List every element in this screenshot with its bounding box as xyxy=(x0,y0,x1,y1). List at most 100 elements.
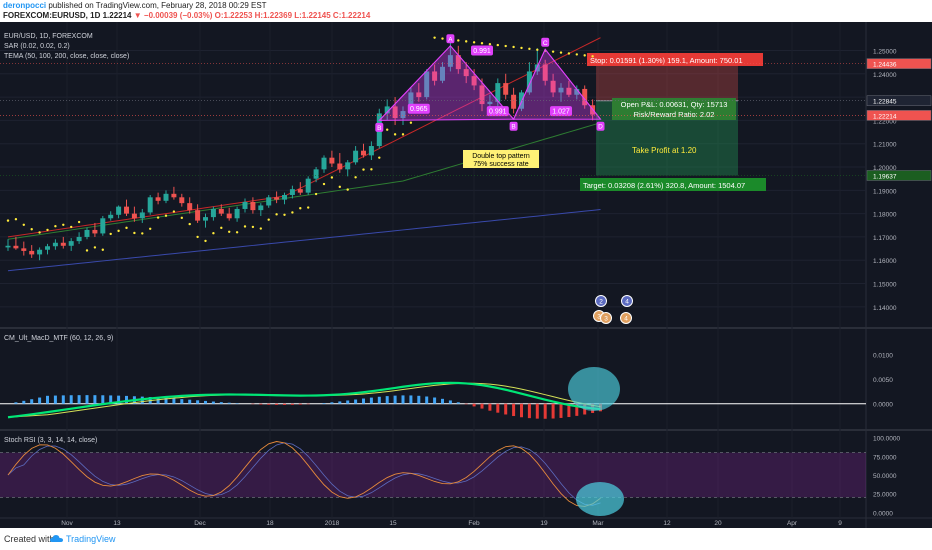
chart-background xyxy=(0,22,932,528)
macd-histogram-bar xyxy=(567,403,571,418)
pattern-point-box xyxy=(541,37,550,47)
sar-dot xyxy=(251,225,255,229)
candle-body xyxy=(29,250,35,255)
tema-legend: TEMA (50, 100, 200, close, close, close) xyxy=(4,53,129,60)
candle-body xyxy=(37,249,43,255)
sar-dot xyxy=(465,40,468,43)
macd-histogram-bar xyxy=(283,403,286,405)
footer: Created with TradingView xyxy=(0,528,932,550)
pattern-point-box xyxy=(375,122,384,132)
sar-dot xyxy=(504,44,507,48)
candle-body xyxy=(432,71,438,81)
macd-histogram-bar xyxy=(527,403,531,419)
event-badges[interactable]: 2 4 3 3 4 xyxy=(593,295,633,324)
pattern-ratio-label: 0.965 xyxy=(410,106,428,113)
macd-histogram-bar xyxy=(85,395,89,404)
candle-body xyxy=(210,208,216,218)
candle-body xyxy=(155,197,161,201)
price-tick-label: 1.24000 xyxy=(873,72,897,79)
candle-body xyxy=(234,208,240,219)
sar-dot xyxy=(536,48,539,51)
candle-body xyxy=(313,169,319,179)
pattern-outline xyxy=(378,45,601,121)
stoch-tick-label: 100.0000 xyxy=(873,436,900,443)
price-tick-label: 1.19000 xyxy=(873,188,897,195)
macd-histogram-bar xyxy=(14,402,18,404)
candle-body xyxy=(179,197,185,204)
chart-canvas[interactable]: Stop: 0.01591 (1.30%) 159.1, Amount: 750… xyxy=(0,22,932,528)
sar-dot xyxy=(291,211,294,214)
pnl-label-box xyxy=(612,98,736,120)
sar-dot xyxy=(409,121,413,124)
harmonic-pattern[interactable]: B A B C D 0.991 0.965 0.991 1.027 Double top patt… xyxy=(375,34,605,168)
target-label-box xyxy=(580,178,766,191)
candle-body xyxy=(471,76,477,86)
macd-histogram-bar xyxy=(22,400,26,404)
macd-histogram-bar xyxy=(204,400,207,404)
sar-legend: SAR (0.02, 0.02, 0.2) xyxy=(4,43,70,50)
price-badge-box xyxy=(866,170,932,181)
tradingview-brand[interactable]: TradingView xyxy=(66,534,116,544)
chart-header: deronpocci published on TradingView.com,… xyxy=(0,0,932,22)
time-tick-label: 2018 xyxy=(325,520,340,527)
macd-histogram-bar xyxy=(354,399,358,404)
macd-histogram-bar xyxy=(211,401,215,404)
candle-body xyxy=(242,201,248,209)
candle-body xyxy=(282,194,287,200)
candle-body xyxy=(218,208,224,214)
candle-body xyxy=(511,94,517,109)
candle-body xyxy=(487,101,493,105)
candle-body xyxy=(203,217,208,221)
event-badge-count: 3 xyxy=(604,316,608,323)
macd-histogram-bar xyxy=(290,403,294,405)
publish-line: deronpocci published on TradingView.com,… xyxy=(3,1,267,11)
pattern-ratio-label: 1.027 xyxy=(552,109,570,116)
macd-histogram-bar xyxy=(480,403,484,409)
candle-body xyxy=(321,157,327,170)
pattern-point-label: B xyxy=(377,125,381,132)
candle-body xyxy=(368,146,374,156)
macd-histogram-bar xyxy=(551,403,555,419)
candle-body xyxy=(479,85,485,105)
pattern-ratio-label: 0.991 xyxy=(489,109,507,116)
sar-dot xyxy=(235,231,239,234)
event-badge-count: 4 xyxy=(625,299,629,306)
macd-histogram-bar xyxy=(188,399,192,404)
sar-dot xyxy=(370,168,373,171)
sar-dot xyxy=(85,249,89,252)
macd-histogram-bar xyxy=(219,402,223,404)
tema-50-line xyxy=(7,37,601,238)
macd-histogram-bar xyxy=(504,403,508,415)
author-link[interactable]: deronpocci xyxy=(3,1,47,10)
candle-body xyxy=(424,71,430,98)
price-badge-box xyxy=(866,58,932,69)
candle-body xyxy=(266,197,272,206)
pattern-ratio-label: 0.991 xyxy=(473,48,491,55)
take-profit-label: Take Profit at 1.20 xyxy=(632,146,697,155)
annotation-line-1: Double top pattern xyxy=(472,153,530,160)
price-tick-label: 1.16000 xyxy=(873,258,897,265)
sar-dot xyxy=(149,227,152,230)
macd-histogram-bar xyxy=(46,395,49,404)
candle-body xyxy=(52,242,58,247)
price-tick-label: 1.22000 xyxy=(873,118,897,125)
sar-dot xyxy=(54,225,57,228)
candle-body xyxy=(574,88,580,95)
candle-body xyxy=(408,92,414,112)
macd-histogram-bar xyxy=(330,402,334,404)
macd-legend: CM_Ult_MacD_MTF (60, 12, 26, 9) xyxy=(4,335,113,342)
macd-histogram-bar xyxy=(101,395,105,404)
candle-body xyxy=(84,229,90,237)
macd-histogram-bar xyxy=(433,397,437,404)
pattern-point-box xyxy=(446,34,455,44)
sar-dot xyxy=(567,52,571,55)
macd-tick-label: 0.0050 xyxy=(873,377,893,384)
sar-dot xyxy=(283,213,286,216)
macd-histogram-bar xyxy=(464,403,468,405)
sar-dot xyxy=(141,232,144,235)
event-badge-count: 3 xyxy=(597,314,601,321)
macd-tick-label: 0.0100 xyxy=(873,352,893,359)
pattern-point-label: C xyxy=(543,40,548,47)
candle-body xyxy=(305,178,311,193)
time-tick-label: 12 xyxy=(663,520,671,527)
